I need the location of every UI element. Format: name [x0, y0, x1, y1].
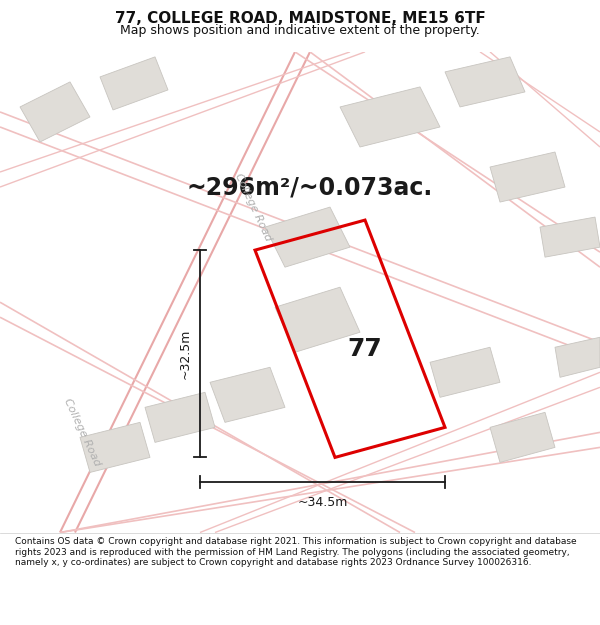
Text: Map shows position and indicative extent of the property.: Map shows position and indicative extent…	[120, 24, 480, 38]
Text: 77: 77	[347, 337, 382, 361]
Polygon shape	[145, 392, 215, 442]
Polygon shape	[490, 152, 565, 202]
Polygon shape	[275, 287, 360, 352]
Polygon shape	[210, 368, 285, 423]
Polygon shape	[80, 422, 150, 472]
Text: College Road: College Road	[233, 172, 273, 242]
Polygon shape	[265, 207, 350, 267]
Polygon shape	[445, 57, 525, 107]
Polygon shape	[555, 338, 600, 377]
Polygon shape	[490, 412, 555, 462]
Polygon shape	[430, 348, 500, 398]
Text: ~34.5m: ~34.5m	[298, 496, 347, 509]
Text: Contains OS data © Crown copyright and database right 2021. This information is : Contains OS data © Crown copyright and d…	[15, 537, 577, 567]
Text: ~296m²/~0.073ac.: ~296m²/~0.073ac.	[187, 175, 433, 199]
Text: 77, COLLEGE ROAD, MAIDSTONE, ME15 6TF: 77, COLLEGE ROAD, MAIDSTONE, ME15 6TF	[115, 11, 485, 26]
Polygon shape	[100, 57, 168, 110]
Polygon shape	[540, 217, 600, 257]
Polygon shape	[340, 87, 440, 147]
Text: College Road: College Road	[62, 397, 102, 468]
Text: ~32.5m: ~32.5m	[179, 329, 192, 379]
Polygon shape	[20, 82, 90, 142]
